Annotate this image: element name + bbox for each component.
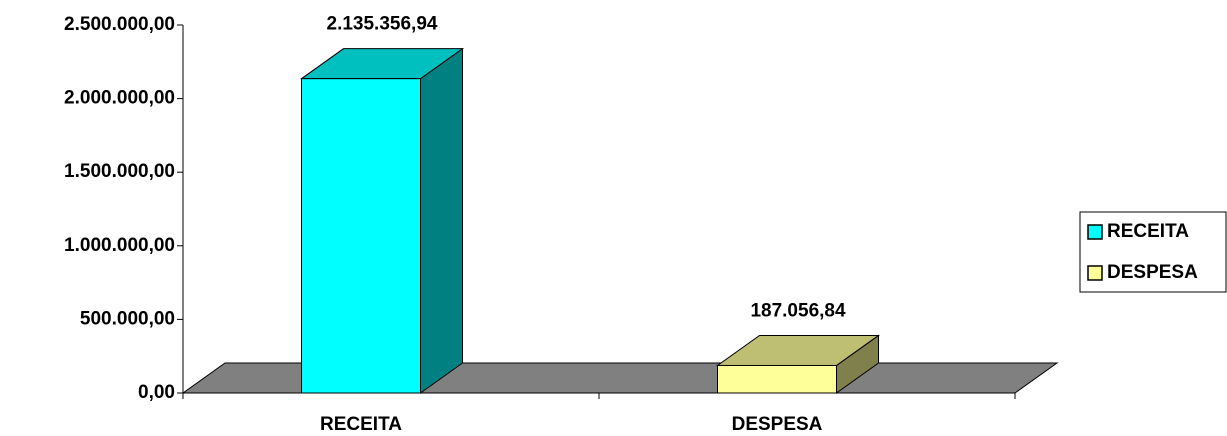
bar bbox=[717, 364, 837, 394]
x-tick-label: DESPESA bbox=[732, 414, 823, 435]
y-tick-label: 2.500.000,00 bbox=[64, 14, 175, 35]
y-tick-label: 1.000.000,00 bbox=[64, 235, 175, 256]
y-tick-label: 2.000.000,00 bbox=[64, 88, 175, 109]
legend-label: DESPESA bbox=[1107, 262, 1198, 283]
x-tick-label: RECEITA bbox=[320, 414, 402, 435]
bar-side bbox=[420, 47, 463, 394]
value-label: 2.135.356,94 bbox=[327, 14, 438, 35]
legend-swatch bbox=[1087, 224, 1103, 240]
legend-swatch bbox=[1087, 265, 1103, 281]
y-tick-label: 0,00 bbox=[138, 382, 175, 403]
y-tick-label: 1.500.000,00 bbox=[64, 161, 175, 182]
legend-box bbox=[1079, 211, 1227, 293]
bar bbox=[301, 78, 421, 394]
y-tick-label: 500.000,00 bbox=[80, 308, 175, 329]
legend-label: RECEITA bbox=[1107, 221, 1189, 242]
value-label: 187.056,84 bbox=[750, 300, 846, 321]
